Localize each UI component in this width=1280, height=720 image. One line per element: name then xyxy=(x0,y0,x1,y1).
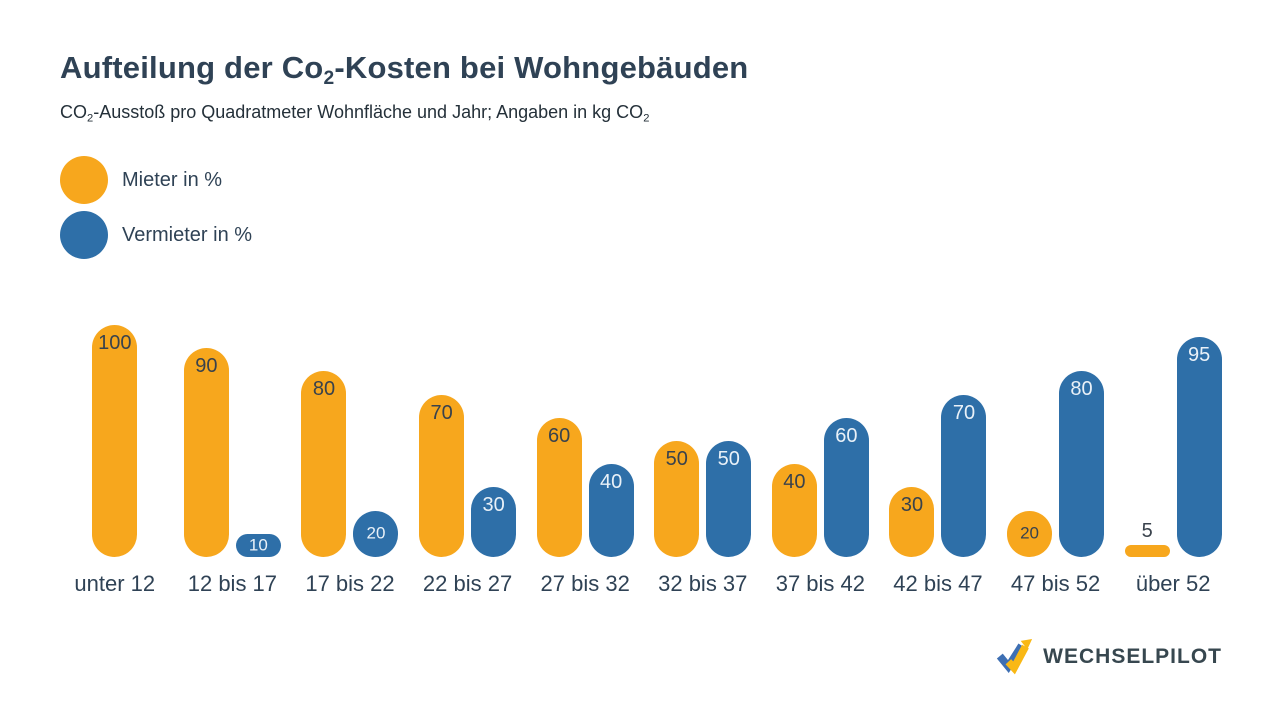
subtitle-text-mid: -Ausstoß pro Quadratmeter Wohnfläche und… xyxy=(93,101,644,122)
value-label: 50 xyxy=(665,448,688,470)
mieter-bar: 20 xyxy=(1007,511,1053,557)
bar-group: 20 80 47 bis 52 xyxy=(997,325,1115,597)
category-label: unter 12 xyxy=(74,571,156,596)
mieter-bar: 5 xyxy=(1124,520,1170,557)
bar-group: 60 40 27 bis 32 xyxy=(526,325,644,597)
page-title: Aufteilung der Co2-Kosten bei Wohngebäud… xyxy=(60,50,1220,90)
legend-label-vermieter: Vermieter in % xyxy=(122,223,253,246)
wechselpilot-logo-icon xyxy=(997,638,1033,675)
mieter-bar: 100 xyxy=(92,325,138,557)
legend-label-mieter: Mieter in % xyxy=(122,168,223,191)
value-label: 30 xyxy=(900,494,924,516)
subtitle-text: CO xyxy=(60,101,87,122)
subtitle-subscript-2: 2 xyxy=(643,112,650,125)
category-label: 12 bis 17 xyxy=(187,571,278,596)
bar-chart: 100 unter 12 90 10 12 bis 17 80 20 17 bis 22 70 3… xyxy=(56,325,1232,597)
vermieter-bar: 40 xyxy=(588,464,634,557)
bar-pair: 50 50 xyxy=(654,325,752,557)
bar-group: 80 20 17 bis 22 xyxy=(291,325,409,597)
category-label: 42 bis 47 xyxy=(893,571,983,596)
vermieter-color-swatch xyxy=(60,211,108,259)
bar-pair: 80 20 xyxy=(301,325,399,557)
logo: WECHSELPILOT xyxy=(996,638,1222,676)
vermieter-bar: 20 xyxy=(353,511,399,557)
vermieter-bar: 95 xyxy=(1176,337,1222,557)
category-label: 37 bis 42 xyxy=(775,571,865,596)
value-label: 20 xyxy=(1020,523,1039,543)
bar-pair: 60 40 xyxy=(536,325,634,557)
bar-pair: 20 80 xyxy=(1007,325,1105,557)
bar-group: 40 60 37 bis 42 xyxy=(762,325,880,597)
legend-item-mieter: Mieter in % xyxy=(60,156,252,204)
bar-group: 70 30 22 bis 27 xyxy=(409,325,527,597)
header: Aufteilung der Co2-Kosten bei Wohngebäud… xyxy=(60,50,1220,124)
value-label: 50 xyxy=(717,448,740,470)
vermieter-bar: 60 xyxy=(823,418,869,557)
value-label: 80 xyxy=(1070,378,1093,400)
mieter-bar: 90 xyxy=(183,348,229,557)
title-subscript: 2 xyxy=(323,67,335,89)
vermieter-bar: 80 xyxy=(1059,371,1105,557)
category-label: über 52 xyxy=(1135,571,1211,596)
bar-pair: 100 xyxy=(92,325,138,557)
subtitle-subscript-1: 2 xyxy=(87,112,94,125)
value-label: 40 xyxy=(783,471,806,493)
chart-subtitle: CO2-Ausstoß pro Quadratmeter Wohnfläche … xyxy=(60,102,1220,124)
bar-pair: 70 30 xyxy=(419,325,517,557)
bar-group: 100 unter 12 xyxy=(56,325,174,597)
value-label: 10 xyxy=(248,535,268,555)
value-label: 90 xyxy=(195,355,218,377)
bar-group: 90 10 12 bis 17 xyxy=(174,325,292,597)
category-label: 22 bis 27 xyxy=(422,571,513,596)
title-text-rest: -Kosten bei Wohngebäuden xyxy=(334,50,749,85)
category-label: 47 bis 52 xyxy=(1010,571,1101,596)
bar-pair: 5 95 xyxy=(1124,325,1222,557)
value-label: 30 xyxy=(482,494,505,516)
bar-pair: 90 10 xyxy=(183,325,281,557)
value-label: 70 xyxy=(952,402,976,424)
mieter-bar: 30 xyxy=(889,487,935,557)
value-label: 20 xyxy=(366,523,386,543)
bar-groups: 100 unter 12 90 10 12 bis 17 80 20 17 bis 22 70 3… xyxy=(56,325,1232,597)
category-label: 32 bis 37 xyxy=(658,571,748,596)
mieter-bar: 70 xyxy=(419,395,465,557)
mieter-bar: 60 xyxy=(536,418,582,557)
value-label: 95 xyxy=(1188,344,1211,366)
vermieter-bar: 50 xyxy=(706,441,752,557)
mieter-bar: 40 xyxy=(771,464,817,557)
value-label: 40 xyxy=(600,471,623,493)
value-label: 60 xyxy=(835,425,858,447)
mieter-bar: 50 xyxy=(654,441,700,557)
value-label: 80 xyxy=(312,378,336,400)
vermieter-bar: 70 xyxy=(941,395,987,557)
value-label: 100 xyxy=(98,332,132,354)
vermieter-bar: 30 xyxy=(471,487,517,557)
value-label: 60 xyxy=(548,425,571,447)
legend: Mieter in % Vermieter in % xyxy=(60,156,252,259)
value-label: 5 xyxy=(1141,520,1153,542)
logo-text: WECHSELPILOT xyxy=(1043,645,1222,668)
category-label: 27 bis 32 xyxy=(540,571,630,596)
bar-group: 5 95 über 52 xyxy=(1114,325,1232,597)
title-text: Aufteilung der Co xyxy=(60,50,324,85)
vermieter-bar: 10 xyxy=(235,534,281,557)
value-label: 70 xyxy=(430,402,453,424)
bar-group: 30 70 42 bis 47 xyxy=(879,325,997,597)
category-label: 17 bis 22 xyxy=(305,571,395,596)
legend-item-vermieter: Vermieter in % xyxy=(60,211,252,259)
bar-pair: 30 70 xyxy=(889,325,987,557)
bar-pair: 40 60 xyxy=(771,325,869,557)
mieter-color-swatch xyxy=(60,156,108,204)
mieter-bar: 80 xyxy=(301,371,347,557)
bar-group: 50 50 32 bis 37 xyxy=(644,325,762,597)
